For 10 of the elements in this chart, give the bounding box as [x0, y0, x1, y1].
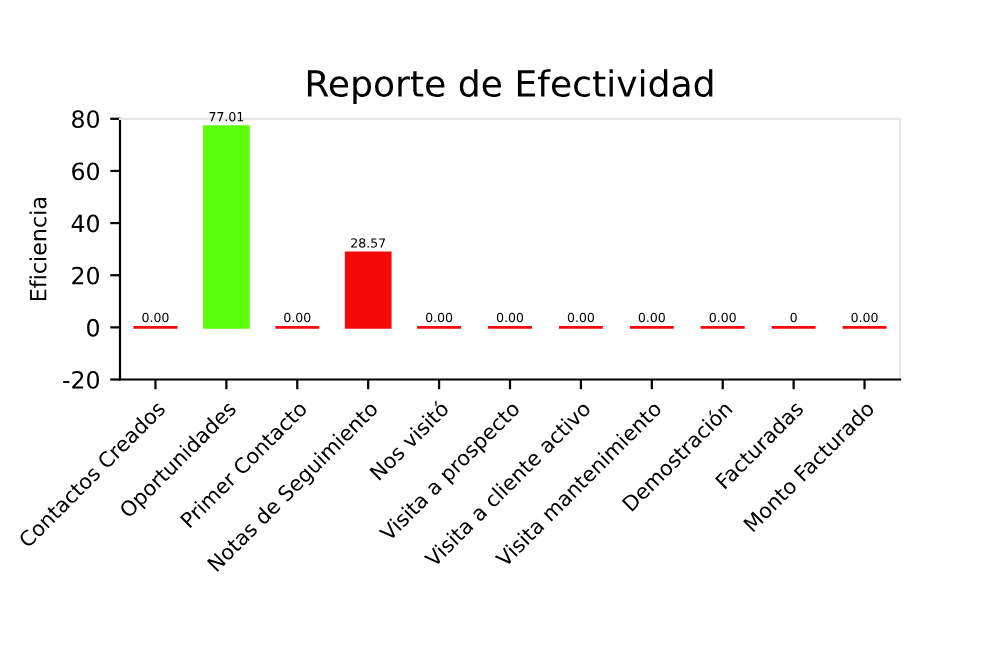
y-tick-label: 80	[72, 110, 99, 129]
y-tick-label: 0	[87, 318, 99, 337]
bar	[344, 251, 392, 329]
bar	[202, 125, 250, 329]
chart-title: Reporte de Efectividad	[307, 69, 713, 105]
y-tick-label: 60	[72, 162, 99, 181]
y-tick-label: 20	[72, 266, 99, 285]
y-tick-label: -20	[63, 370, 99, 389]
y-axis-title: Eficiencia	[29, 198, 47, 301]
y-tick-label: 40	[71, 214, 99, 233]
